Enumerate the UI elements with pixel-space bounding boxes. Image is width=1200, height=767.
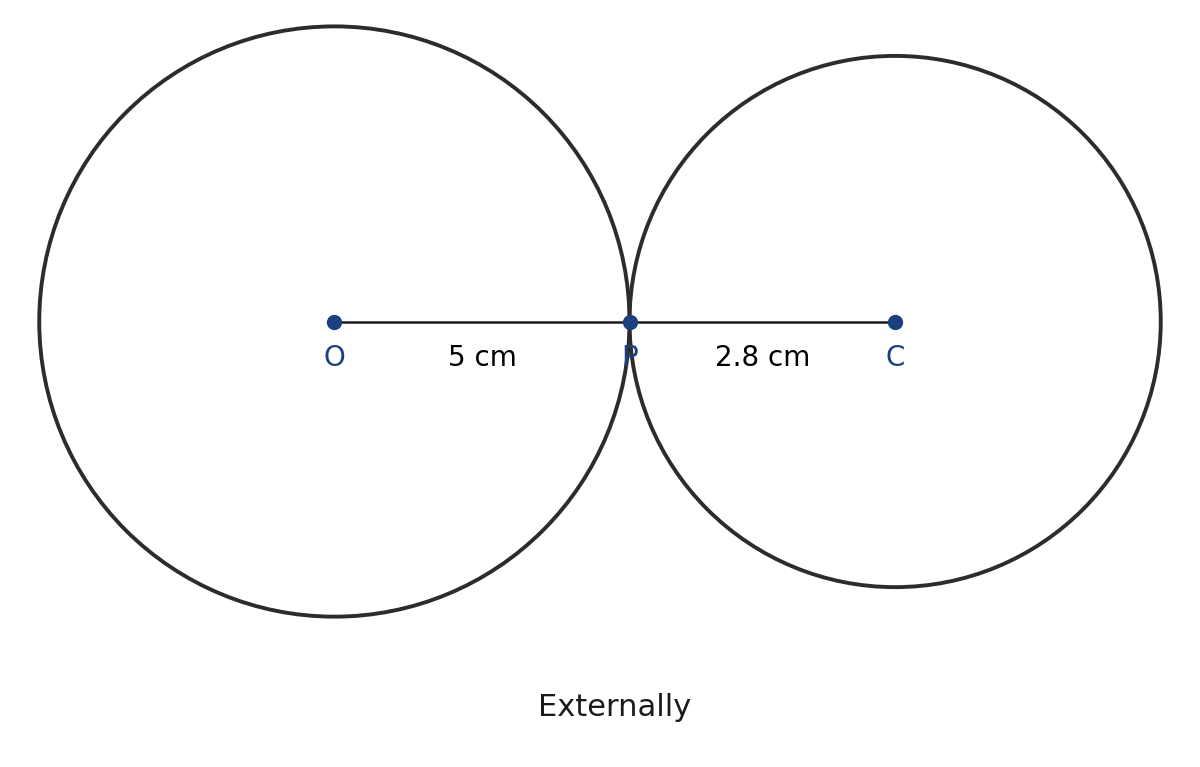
Text: P: P	[622, 344, 638, 372]
Text: 2.8 cm: 2.8 cm	[715, 344, 810, 372]
Text: Externally: Externally	[538, 693, 691, 723]
Text: 5 cm: 5 cm	[448, 344, 516, 372]
Text: O: O	[324, 344, 346, 372]
Text: C: C	[886, 344, 905, 372]
